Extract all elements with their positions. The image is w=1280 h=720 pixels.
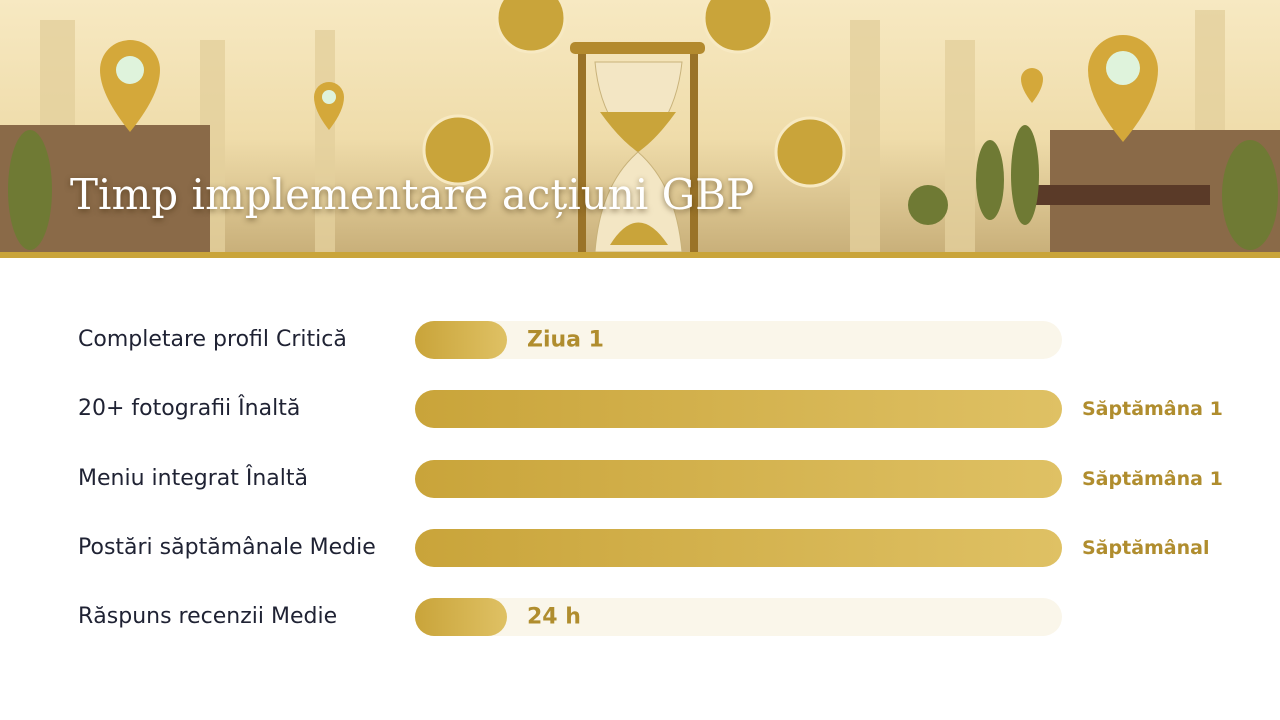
title: Timp implementare acțiuni GBP [70,170,755,219]
row: 20+ fotografii Înaltă Săptămâna 1 [0,374,1280,444]
bar-fill [415,460,1062,498]
bar-track [415,321,1062,359]
duration: Ziua 1 [527,327,604,353]
row: Postări săptămânale Medie Săptămânal [0,513,1280,583]
duration: Săptămânal [1082,537,1210,559]
duration: Săptămâna 1 [1082,398,1223,420]
bar-track [415,390,1062,428]
divider [0,252,1280,258]
bar-fill [415,529,1062,567]
row: Răspuns recenzii Medie 24 h [0,582,1280,652]
duration: Săptămâna 1 [1082,468,1223,490]
row-label: 20+ fotografii Înaltă [78,396,301,421]
row-label: Postări săptămânale Medie [78,535,376,560]
bar-fill [415,321,507,359]
row-label: Meniu integrat Înaltă [78,466,308,491]
bar-track [415,460,1062,498]
banner-illustration [0,0,1280,252]
row: Meniu integrat Înaltă Săptămâna 1 [0,444,1280,514]
banner [0,0,1280,252]
row-label: Răspuns recenzii Medie [78,604,338,629]
row: Completare profil Critică Ziua 1 [0,305,1280,375]
row-label: Completare profil Critică [78,327,347,352]
bar-fill [415,598,507,636]
bar-track [415,529,1062,567]
bar-fill [415,390,1062,428]
duration: 24 h [527,604,581,630]
bar-track [415,598,1062,636]
